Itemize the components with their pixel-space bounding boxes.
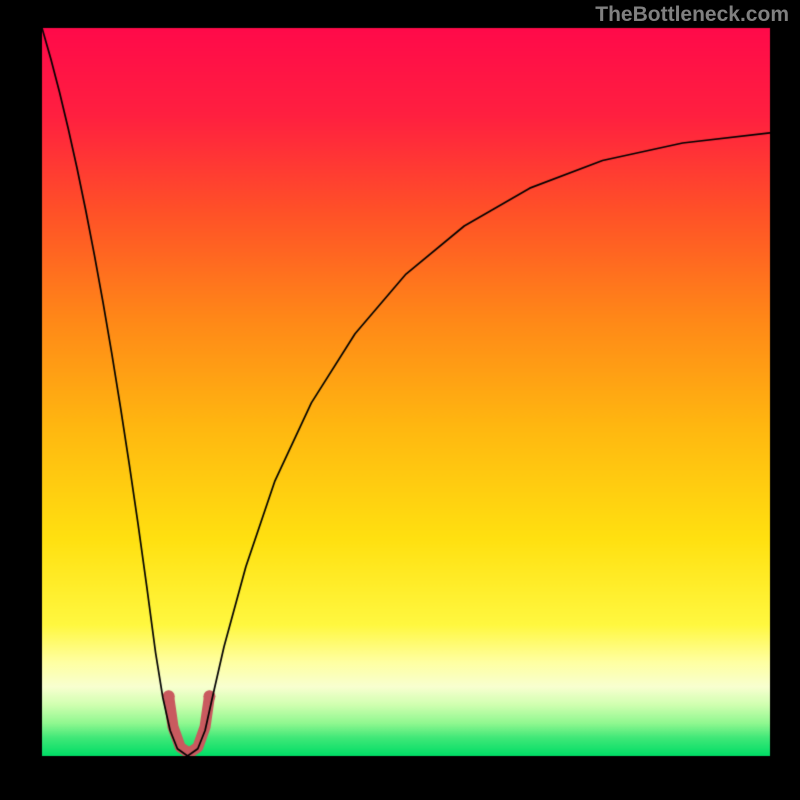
watermark-label: TheBottleneck.com [595, 3, 789, 27]
bottleneck-chart-canvas [0, 0, 800, 800]
chart-container: TheBottleneck.com [0, 0, 800, 800]
